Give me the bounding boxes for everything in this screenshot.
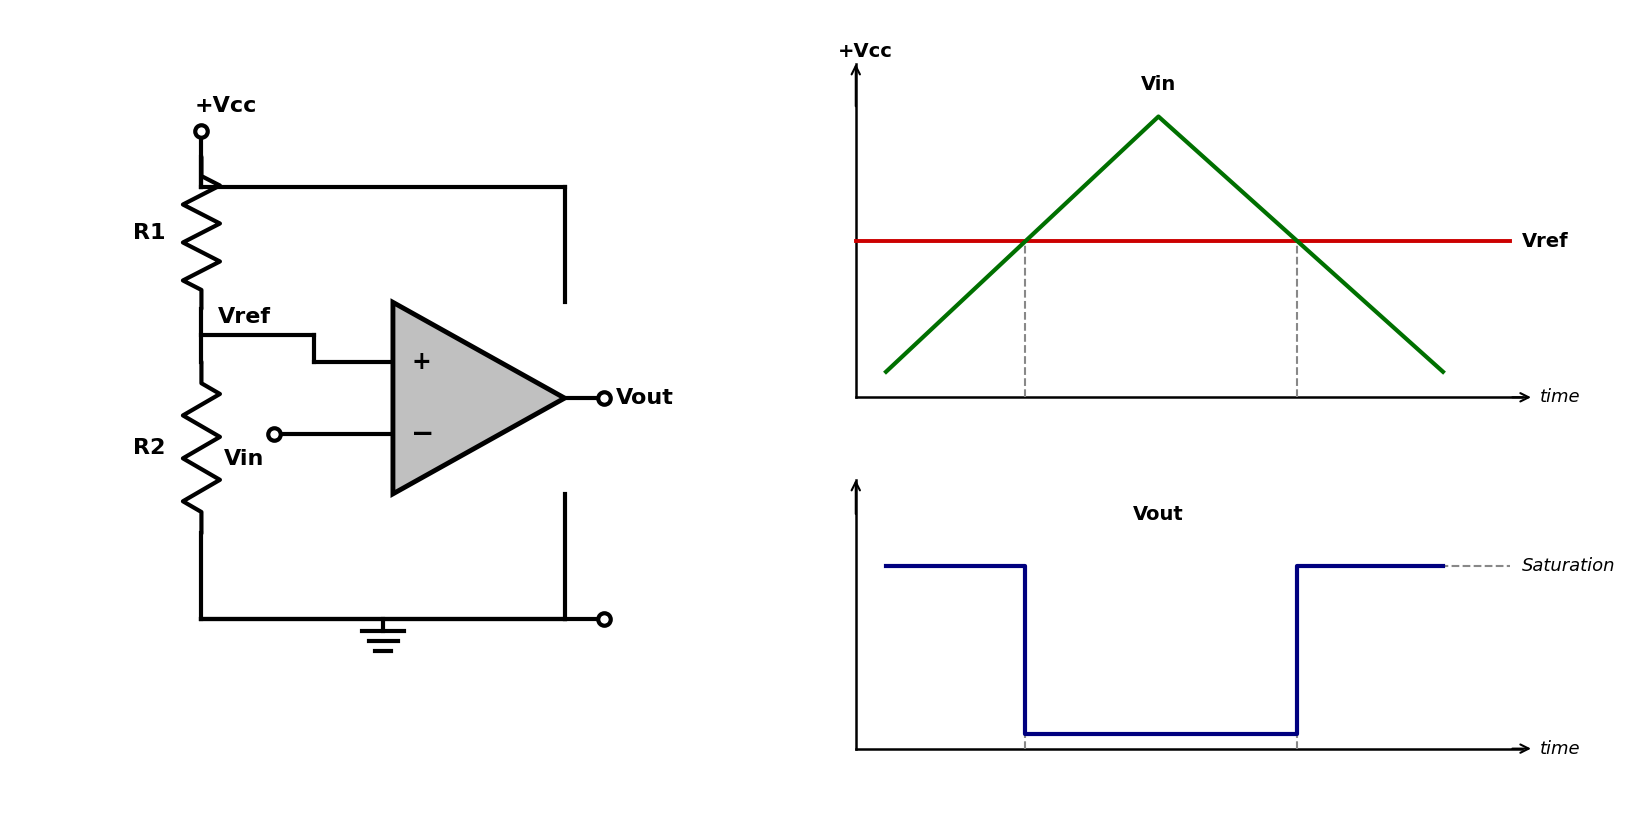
- Text: Vin: Vin: [225, 449, 264, 469]
- Text: R1: R1: [132, 223, 165, 243]
- Polygon shape: [393, 303, 565, 494]
- Text: time: time: [1540, 739, 1580, 757]
- Text: Vref: Vref: [218, 308, 271, 327]
- Text: +Vcc: +Vcc: [837, 42, 893, 61]
- Text: +Vcc: +Vcc: [195, 96, 258, 116]
- Text: Vout: Vout: [616, 388, 674, 408]
- Text: Saturation: Saturation: [1522, 557, 1615, 574]
- Text: Vin: Vin: [1141, 75, 1176, 94]
- Text: Vref: Vref: [1522, 232, 1568, 251]
- Text: −: −: [411, 420, 434, 449]
- Text: +: +: [411, 350, 431, 374]
- Text: time: time: [1540, 388, 1580, 406]
- Text: R2: R2: [132, 437, 165, 458]
- Text: Vout: Vout: [1133, 505, 1184, 524]
